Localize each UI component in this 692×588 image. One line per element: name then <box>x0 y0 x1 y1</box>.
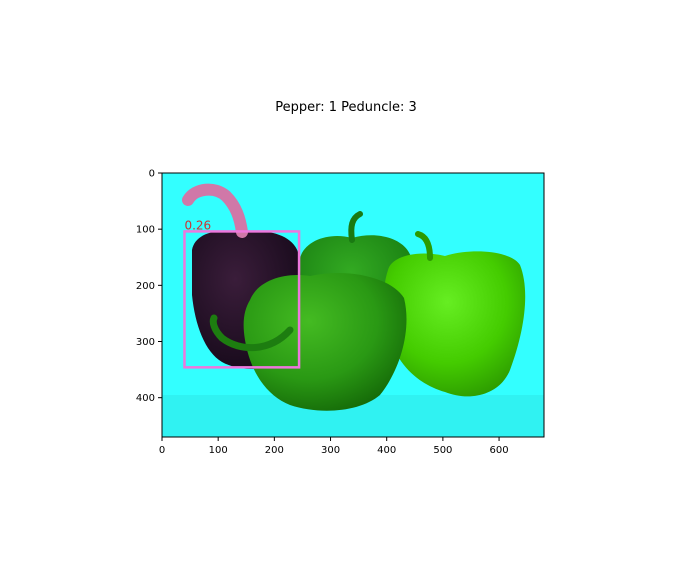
x-axis: 0 100 200 300 400 500 600 <box>159 437 509 456</box>
x-tick-label: 400 <box>377 445 396 456</box>
front-green-pepper <box>209 272 407 411</box>
x-tick-label: 0 <box>159 445 165 456</box>
y-tick-label: 200 <box>136 281 155 292</box>
chart-title: Pepper: 1 Peduncle: 3 <box>275 100 417 115</box>
y-tick-label: 400 <box>136 393 155 404</box>
axes-frame <box>161 172 545 438</box>
y-tick-label: 100 <box>136 225 155 236</box>
y-tick-label: 300 <box>136 337 155 348</box>
x-tick-label: 500 <box>433 445 452 456</box>
x-tick-label: 600 <box>490 445 509 456</box>
photo-image <box>162 173 544 437</box>
detections: 0.26 <box>183 218 301 369</box>
x-tick-label: 200 <box>265 445 284 456</box>
y-tick-label: 0 <box>149 169 155 180</box>
x-tick-label: 300 <box>321 445 340 456</box>
detection-score-label: 0.26 <box>184 218 211 232</box>
x-tick-label: 100 <box>209 445 228 456</box>
detection-box <box>183 230 301 369</box>
right-green-pepper <box>383 231 526 397</box>
y-axis: 0 100 200 300 400 <box>136 169 162 404</box>
